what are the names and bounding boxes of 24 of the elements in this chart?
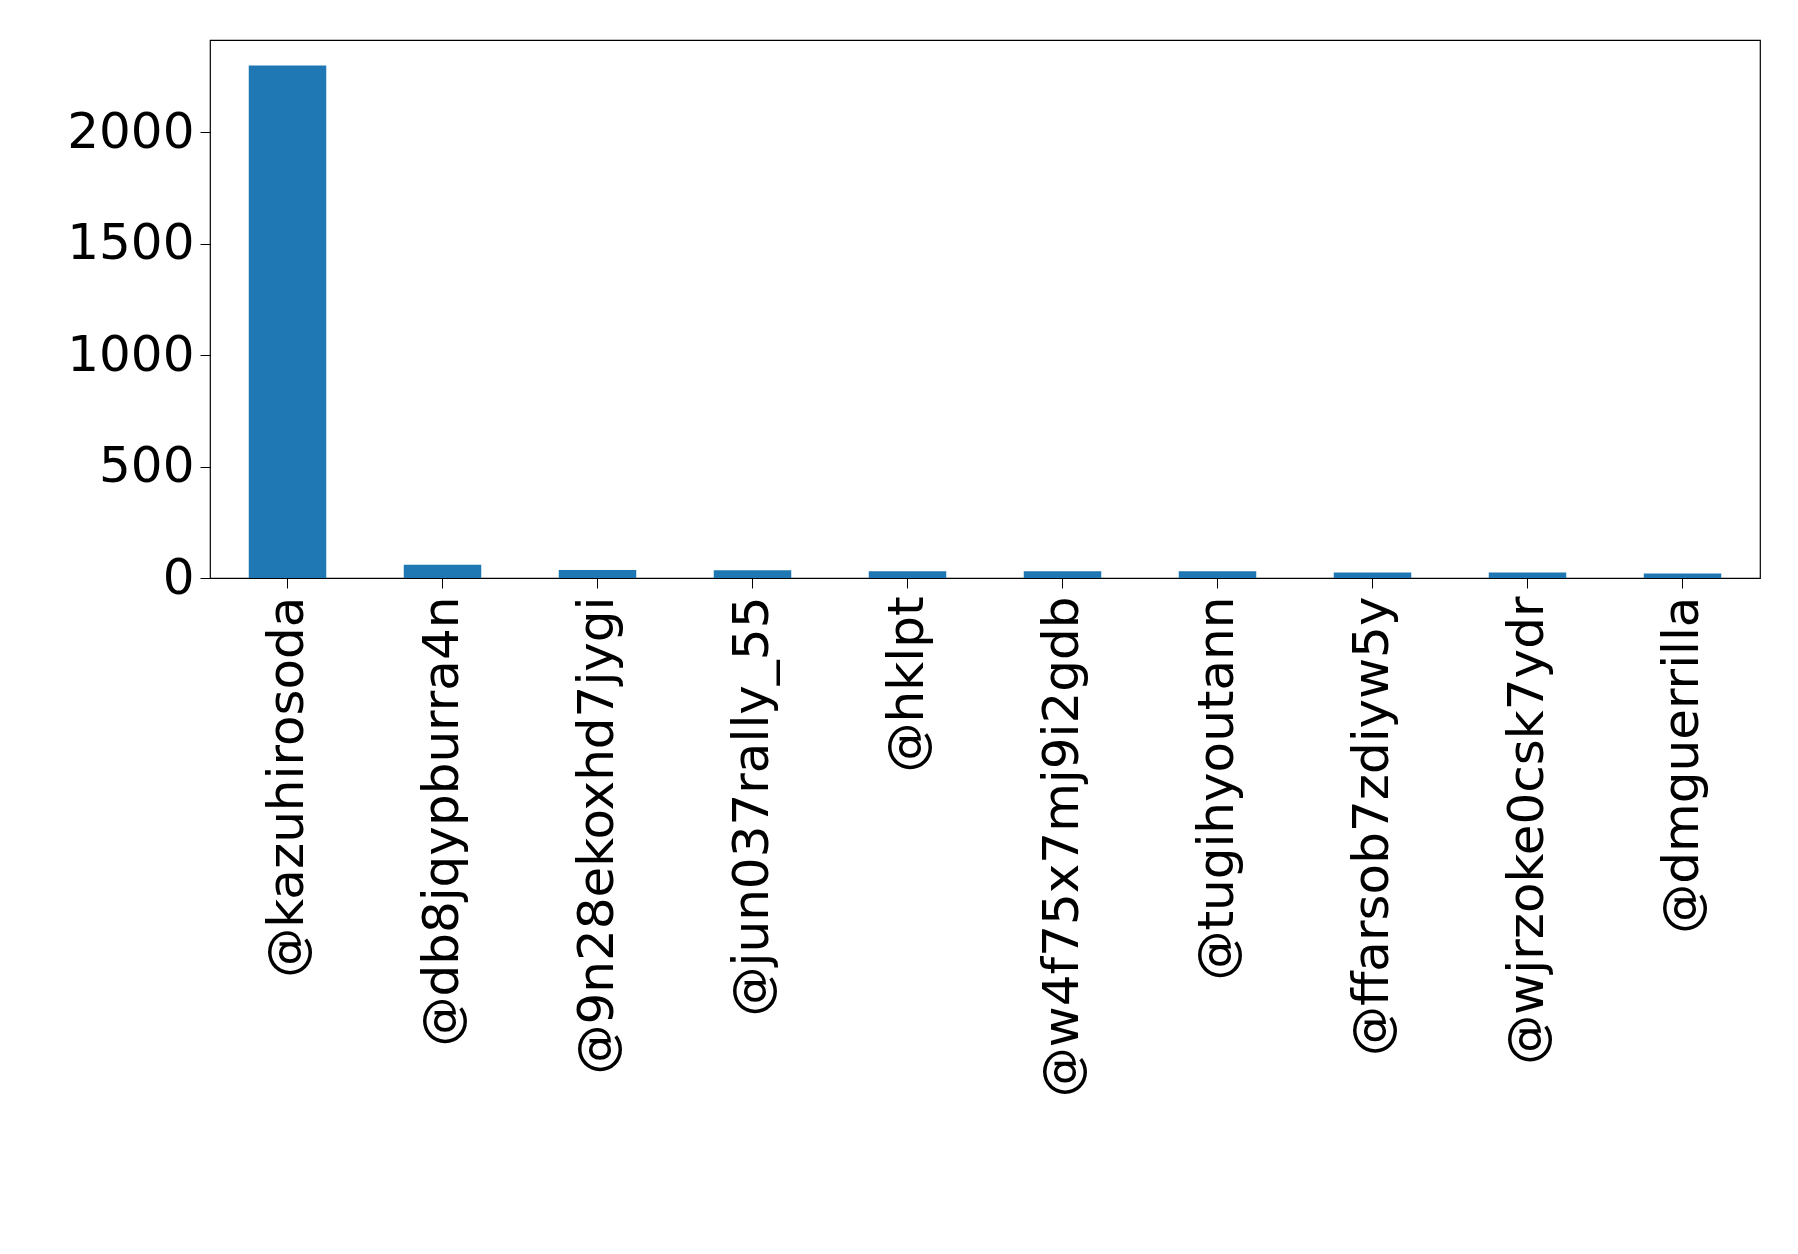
x-tick-label: @kazuhirosoda [256,596,315,978]
x-tick-label: @9n28ekoxhd7jygi [566,596,625,1075]
bar [1023,571,1102,578]
x-tick-label: @wjrzoke0csk7ydr [1496,596,1555,1065]
bar [248,65,327,578]
x-tick-label: @hklpt [876,596,935,773]
x-tick-label: @dmguerrilla [1651,596,1710,934]
bar [713,570,792,578]
bar [1178,571,1257,578]
x-tick-label: @db8jqypburra4n [411,596,470,1047]
bar [1333,572,1412,578]
y-tick-label: 2000 [67,101,195,160]
x-tick-label: @ffarsob7zdiyw5y [1341,596,1400,1057]
bar [868,571,947,578]
bar [1488,572,1567,578]
y-tick-label: 1000 [67,324,195,383]
x-tick-label: @tugihyoutann [1186,596,1245,981]
y-tick-label: 0 [162,547,195,606]
x-tick-label: @jun037rally_55 [721,596,780,1017]
bar [558,569,637,578]
x-tick-label: @w4f75x7mj9i2gdb [1031,596,1090,1098]
y-tick-label: 1500 [67,213,195,272]
y-tick-label: 500 [99,436,195,495]
bar [403,564,482,578]
